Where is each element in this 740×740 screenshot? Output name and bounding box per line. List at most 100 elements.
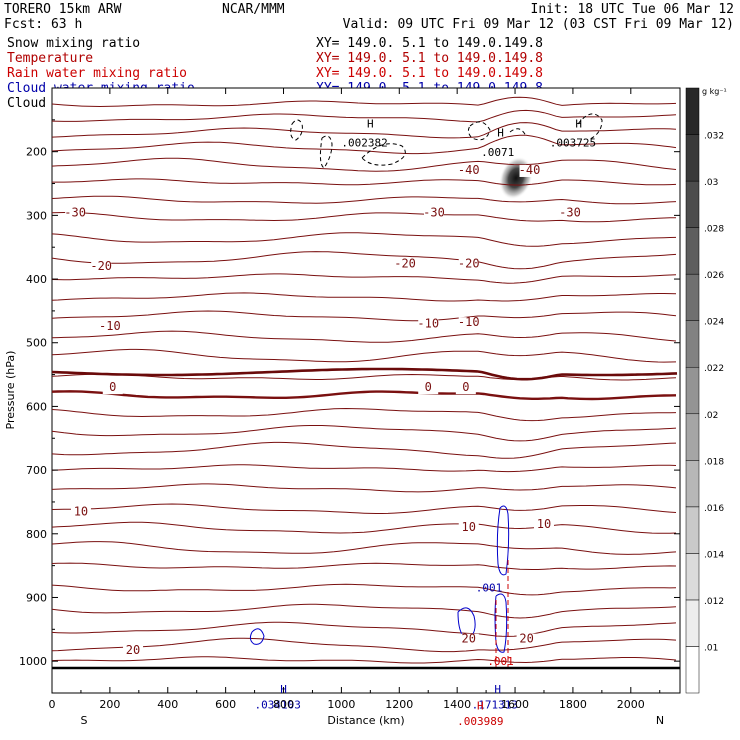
init-time: Init: 18 UTC Tue 06 Mar 12 bbox=[531, 2, 735, 17]
x-axis: 0 200 400 600 800 1000 1200 1400 1600 1800 2000 bbox=[49, 88, 661, 711]
isotherm-line bbox=[52, 251, 677, 270]
y-tick-label: 300 bbox=[26, 209, 47, 222]
temperature-isotherms bbox=[52, 96, 678, 664]
colorbar-label: .014 bbox=[704, 550, 724, 560]
colorbar-label: .032 bbox=[704, 132, 724, 142]
colorbar-label: .03 bbox=[704, 178, 718, 188]
mixing-ratio-contour bbox=[319, 135, 333, 169]
label-mask bbox=[458, 258, 479, 271]
isotherm-line bbox=[52, 109, 677, 123]
colorbar-label: .012 bbox=[704, 597, 724, 607]
label-mask bbox=[458, 317, 479, 330]
field-xy: XY= 149.0. 5.1 to 149.0.149.8 bbox=[316, 66, 543, 81]
isotherm-label: 20 bbox=[126, 643, 140, 657]
label-mask bbox=[519, 164, 540, 177]
colorbar-swatch bbox=[685, 87, 700, 135]
model-title: TORERO 15km ARW bbox=[4, 2, 122, 17]
label-mask bbox=[395, 258, 416, 271]
isotherm-line bbox=[52, 541, 677, 555]
label-mask bbox=[458, 522, 479, 535]
isotherm-line bbox=[52, 178, 677, 186]
colorbar: .01 .012 .014 .016 .018 .02 .022 .024 .026 .028 .0… bbox=[685, 87, 727, 694]
north-label: N bbox=[656, 714, 664, 727]
mixing-ratio-contour bbox=[467, 121, 491, 141]
isotherm-label: 0 bbox=[425, 380, 432, 394]
colorbar-swatch bbox=[685, 180, 700, 228]
x-tick-label: 600 bbox=[215, 698, 236, 711]
x-tick-label: 0 bbox=[49, 698, 56, 711]
field-name: Temperature bbox=[7, 51, 93, 66]
isotherm-line bbox=[52, 373, 677, 381]
max-annotation: H bbox=[494, 683, 501, 696]
mixing-ratio-contour bbox=[509, 128, 527, 137]
y-tick-label: 700 bbox=[26, 464, 47, 477]
label-mask bbox=[516, 633, 537, 646]
label-mask bbox=[99, 321, 120, 333]
colorbar-label: .016 bbox=[704, 504, 724, 514]
isotherm-label: -20 bbox=[90, 259, 112, 273]
isotherm-label: -10 bbox=[99, 319, 121, 333]
isotherm-line bbox=[52, 195, 677, 205]
mixing-ratio-contour bbox=[496, 505, 510, 576]
y-tick-label: 400 bbox=[26, 273, 47, 286]
isotherm-line bbox=[52, 96, 677, 108]
isotherm-line bbox=[52, 503, 677, 514]
isotherm-line bbox=[52, 310, 677, 322]
isotherm-label: -20 bbox=[394, 257, 416, 271]
isotherm-label: -10 bbox=[417, 316, 439, 330]
isotherm-label: -40 bbox=[458, 163, 480, 177]
y-tick-label: 500 bbox=[26, 337, 47, 350]
field-xy: XY= 149.0. 5.1 to 149.0.149.8 bbox=[316, 51, 543, 66]
label-mask bbox=[458, 164, 479, 177]
x-tick-label: 1400 bbox=[443, 698, 471, 711]
label-mask bbox=[455, 382, 476, 395]
y-axis-title: Pressure (hPa) bbox=[4, 351, 17, 430]
x-tick-label: 200 bbox=[99, 698, 120, 711]
y-tick-label: 800 bbox=[26, 528, 47, 541]
isotherm-line bbox=[52, 157, 677, 172]
x-tick-label: 400 bbox=[157, 698, 178, 711]
isotherm-line bbox=[52, 134, 677, 155]
colorbar-label: .024 bbox=[704, 318, 724, 328]
max-annotation: .001 bbox=[487, 655, 514, 668]
isotherm-line bbox=[52, 464, 677, 473]
max-annotation: H bbox=[367, 117, 374, 130]
label-mask bbox=[418, 382, 439, 395]
isotherm-label: -30 bbox=[423, 206, 445, 220]
plot-frame bbox=[51, 87, 681, 694]
isotherm-line bbox=[52, 621, 677, 637]
max-annotation: .003989 bbox=[457, 715, 503, 728]
isotherm-label: 20 bbox=[462, 632, 476, 646]
colorbar-swatch bbox=[685, 134, 700, 182]
colorbar-label: .026 bbox=[704, 271, 724, 281]
isotherm-line bbox=[52, 656, 677, 664]
org-title: NCAR/MMM bbox=[222, 2, 285, 17]
mixing-ratio-contour bbox=[290, 119, 303, 141]
label-mask bbox=[123, 645, 144, 658]
isotherm-label: -20 bbox=[458, 257, 480, 271]
colorbar-swatch bbox=[685, 366, 700, 415]
colorbar-swatch bbox=[685, 273, 700, 321]
x-tick-label: 1000 bbox=[327, 698, 355, 711]
isotherm-line bbox=[52, 603, 677, 619]
x-tick-label: 800 bbox=[273, 698, 294, 711]
max-annotation: .034103 bbox=[255, 698, 301, 711]
colorbar-label: .018 bbox=[704, 457, 724, 467]
isotherm-line bbox=[52, 407, 677, 422]
isotherm-line bbox=[52, 441, 677, 459]
colorbar-swatch bbox=[685, 553, 700, 601]
plot-area: -40 -40 -30 -30 -30 -20 -20 -20 -10 -10 -10 0 0 0 10 10… bbox=[4, 87, 681, 728]
colorbar-unit: g kg⁻¹ bbox=[702, 87, 727, 96]
label-mask bbox=[533, 519, 554, 532]
max-annotation: .003725 bbox=[550, 137, 596, 150]
y-tick-label: 900 bbox=[26, 591, 47, 604]
isotherm-line bbox=[52, 483, 677, 493]
colorbar-label: .022 bbox=[704, 364, 724, 374]
isotherm-line bbox=[52, 521, 677, 534]
colorbar-swatch bbox=[685, 227, 700, 275]
field-xy: XY= 149.0. 5.1 to 149.0.149.8 bbox=[316, 36, 543, 51]
isotherm-line bbox=[52, 212, 677, 223]
max-annotation: .001 bbox=[476, 582, 503, 595]
colorbar-label: .028 bbox=[704, 225, 724, 235]
